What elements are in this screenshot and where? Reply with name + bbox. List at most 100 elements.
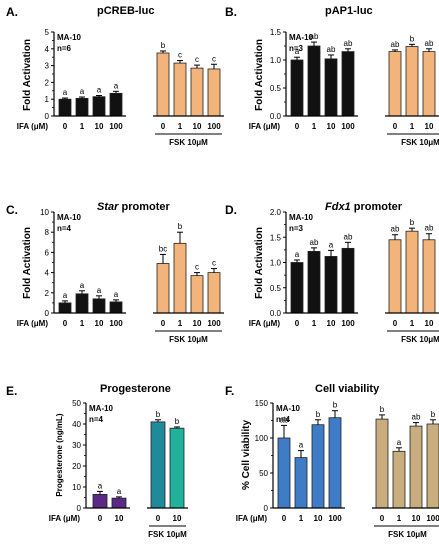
significance-letter: a <box>329 240 334 249</box>
x-tick-label: 10 <box>95 319 104 328</box>
bar <box>92 493 108 509</box>
x-tick-label: 10 <box>425 122 434 131</box>
panel-annotation: n=4 <box>57 224 72 233</box>
significance-letter: ab <box>310 238 319 247</box>
significance-letter: c <box>212 259 216 268</box>
group-label: FSK 10μM <box>388 530 427 539</box>
y-tick-label: 1.0 <box>270 259 282 268</box>
x-tick-label: 0 <box>295 122 300 131</box>
bar <box>341 51 355 117</box>
x-tick-label: 1 <box>397 514 402 523</box>
bar <box>328 417 342 509</box>
x-tick-label: 10 <box>327 319 336 328</box>
bar <box>324 58 338 117</box>
y-tick-label: 2.0 <box>270 208 282 217</box>
chart-title: pAP1-luc <box>325 5 373 17</box>
bar <box>290 262 304 314</box>
bar <box>92 96 106 117</box>
bar <box>190 275 204 314</box>
significance-letter: a <box>63 291 68 300</box>
bar <box>75 97 89 117</box>
bar <box>111 497 127 509</box>
significance-letter: ab <box>391 225 400 234</box>
x-tick-label: 1 <box>312 319 317 328</box>
y-tick-label: 0.5 <box>270 84 282 93</box>
bar <box>150 421 166 509</box>
significance-letter: a <box>98 481 103 490</box>
group-label: FSK 10μM <box>401 138 439 147</box>
bar <box>58 98 72 117</box>
bar <box>392 450 406 509</box>
significance-letter: c <box>195 55 199 64</box>
x-tick-label: 1 <box>178 319 183 328</box>
significance-letter: b <box>410 34 415 43</box>
bar <box>422 51 436 117</box>
bar <box>307 45 321 117</box>
bar <box>422 239 436 314</box>
x-tick-label: 1 <box>410 122 415 131</box>
bar <box>156 263 170 314</box>
panel-annotation: MA-10 <box>57 213 82 222</box>
y-tick-label: 1.5 <box>270 28 282 37</box>
significance-letter: a <box>114 81 119 90</box>
x-tick-label: 0 <box>380 514 385 523</box>
panel-annotation: MA-10 <box>89 404 114 413</box>
x-tick-label: 10 <box>193 122 202 131</box>
y-tick-label: 10 <box>72 483 81 492</box>
y-tick-label: 0.0 <box>270 112 282 121</box>
y-tick-label: 100 <box>255 434 269 443</box>
panel-annotation: n=3 <box>289 44 304 53</box>
significance-letter: b <box>161 41 166 50</box>
chart-panel-1: A. pCREB-luc 0 1 2 3 4 5 Fold Activation MA-10 n=6… <box>6 5 224 147</box>
significance-letter: b <box>410 218 415 227</box>
bar <box>426 423 439 509</box>
panel-annotation: n=6 <box>57 44 72 53</box>
y-tick-label: 50 <box>259 469 268 478</box>
significance-letter: a <box>97 286 102 295</box>
x-tick-label: 100 <box>328 514 342 523</box>
x-tick-label: 1 <box>299 514 304 523</box>
x-tick-label: 10 <box>193 319 202 328</box>
y-axis-label: Progesterone (ng/mL) <box>55 413 64 496</box>
chart-title: Progesterone <box>100 383 171 395</box>
panel-letter: F. <box>225 384 234 398</box>
y-tick-label: 20 <box>72 462 81 471</box>
chart-title: Star promoter <box>97 201 170 213</box>
chart-panel-2: B. pAP1-luc 0.0 0.5 1.0 1.5 Fold Activation MA-… <box>225 5 439 147</box>
significance-letter: ab <box>280 415 289 424</box>
y-tick-label: 150 <box>255 399 269 408</box>
x-tick-label: 0 <box>282 514 287 523</box>
significance-letter: b <box>156 410 161 419</box>
x-tick-label: 0 <box>393 319 398 328</box>
x-tick-label: 1 <box>410 319 415 328</box>
panel-annotation: n=3 <box>289 224 304 233</box>
x-tick-label: 100 <box>207 122 221 131</box>
x-tick-label: 10 <box>173 514 182 523</box>
y-tick-label: 1 <box>45 95 50 104</box>
x-tick-label: 0 <box>98 514 103 523</box>
panel-letter: E. <box>6 384 17 398</box>
x-axis-title: IFA (μM) <box>249 319 281 328</box>
bar <box>388 239 402 314</box>
y-tick-label: 1.5 <box>270 233 282 242</box>
significance-letter: b <box>316 410 321 419</box>
chart-title-main: Cell viability <box>315 383 380 395</box>
significance-letter: ab <box>425 39 434 48</box>
y-axis-label: Fold Activation <box>22 39 33 111</box>
y-tick-label: 0 <box>264 504 269 513</box>
bar <box>169 427 185 509</box>
x-tick-label: 0 <box>161 319 166 328</box>
bar <box>173 242 187 314</box>
bar <box>324 256 338 314</box>
group-label: FSK 10μM <box>169 138 208 147</box>
x-tick-label: 100 <box>426 514 439 523</box>
panel-annotation: MA-10 <box>57 33 82 42</box>
significance-letter: a <box>114 290 119 299</box>
x-tick-label: 0 <box>295 319 300 328</box>
significance-letter: b <box>178 222 183 231</box>
x-tick-label: 0 <box>63 319 68 328</box>
significance-letter: ab <box>425 224 434 233</box>
panel-letter: C. <box>6 203 18 217</box>
